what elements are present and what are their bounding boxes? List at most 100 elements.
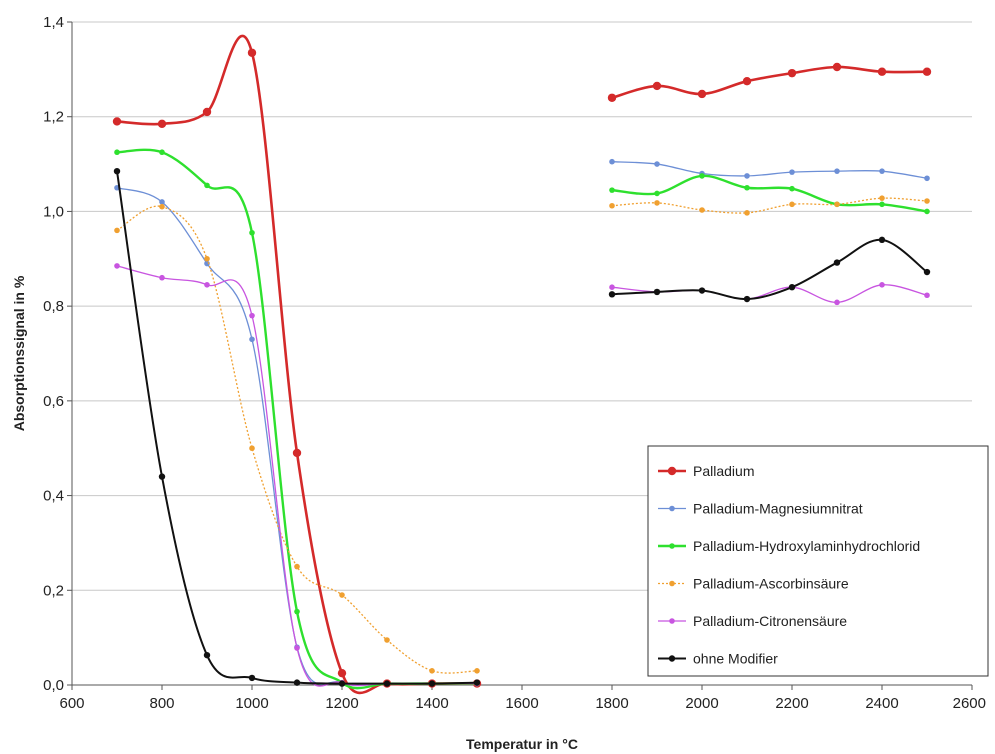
data-point [924,292,930,299]
data-point [924,208,930,215]
legend: Palladium Palladium-Magnesiumnitrat Pallad… [647,445,989,677]
data-point [204,260,210,267]
legend-marker [668,655,676,662]
legend-marker [669,618,675,624]
data-point [112,117,122,126]
data-point [742,76,752,86]
x-tick-label: 1400 [415,695,448,712]
data-point [789,185,795,192]
data-point [832,62,842,72]
data-point [383,680,391,687]
data-point [159,274,165,281]
legend-marker [669,505,675,512]
x-tick-label: 1200 [325,695,358,712]
x-tick-label: 600 [59,695,84,712]
data-point [294,608,300,615]
y-tick-label: 1,0 [43,203,64,220]
data-point [699,173,705,179]
legend-label: ohne Modifier [693,651,778,667]
legend-marker [669,543,675,549]
y-tick-label: 0,6 [43,393,64,410]
legend-box [647,445,989,677]
y-tick-label: 0,4 [43,488,64,505]
y-tick-label: 0,0 [43,677,64,694]
data-point [699,207,705,213]
data-point [789,169,795,175]
x-tick-label: 2400 [865,695,898,712]
data-point [923,268,931,276]
data-point [113,167,121,175]
data-point [203,651,211,659]
data-point [744,210,750,216]
data-point [249,336,255,343]
data-point [654,161,660,167]
data-point [652,81,662,91]
series-line [611,197,928,214]
x-tick-label: 1600 [505,695,538,712]
data-point [247,48,257,57]
data-point [474,667,480,674]
x-tick-label: 2000 [685,695,718,712]
data-point [157,119,167,129]
data-point [158,473,166,480]
series-line [116,148,477,690]
data-point [878,236,886,244]
data-point [292,448,302,458]
series-line [611,174,928,213]
data-point [249,445,255,452]
data-point [202,107,212,117]
legend-label: Palladium-Ascorbinsäure [693,576,849,592]
data-point [204,282,210,288]
legend-label: Palladium [693,463,754,479]
x-tick-label: 800 [149,695,174,712]
series-line [116,265,477,687]
legend-marker [669,580,675,587]
data-point [294,645,300,651]
legend-label: Palladium-Citronensäure [693,613,847,629]
series-line [116,34,477,695]
data-point [159,149,165,156]
series-line [611,161,928,179]
series-3 [114,195,930,674]
data-point [249,312,255,319]
x-tick-label: 1800 [595,695,628,712]
data-point [653,288,661,296]
data-point [877,67,887,76]
data-point [473,679,481,686]
data-point [294,563,300,570]
y-tick-label: 1,2 [43,109,64,126]
data-point [789,201,795,208]
data-point [384,637,390,643]
data-point [248,674,256,682]
data-point [204,255,210,262]
data-point [249,229,255,236]
data-point [922,67,932,76]
data-point [924,198,930,204]
series-lines [112,34,932,695]
data-point [879,168,885,174]
data-point [879,195,885,201]
data-point [744,173,750,179]
data-point [608,291,616,298]
data-point [654,190,660,197]
y-axis-title: Absorptionssignal in % [11,275,27,431]
series-line [611,238,928,301]
x-axis-title: Temperatur in °C [466,736,578,752]
data-point [743,295,751,303]
data-point [744,184,750,191]
legend-label: Palladium-Magnesiumnitrat [693,501,863,517]
y-tick-label: 0,2 [43,582,64,599]
data-point [698,287,706,294]
legend-label: Palladium-Hydroxylaminhydrochlorid [693,538,920,554]
data-point [338,680,346,687]
x-tick-label: 2600 [953,695,986,712]
y-tick-label: 0,8 [43,298,64,315]
x-tick-label: 1000 [235,695,268,712]
data-point [339,592,345,598]
gridlines [72,21,972,591]
data-point [429,667,435,674]
data-point [834,299,840,306]
data-point [609,284,615,291]
